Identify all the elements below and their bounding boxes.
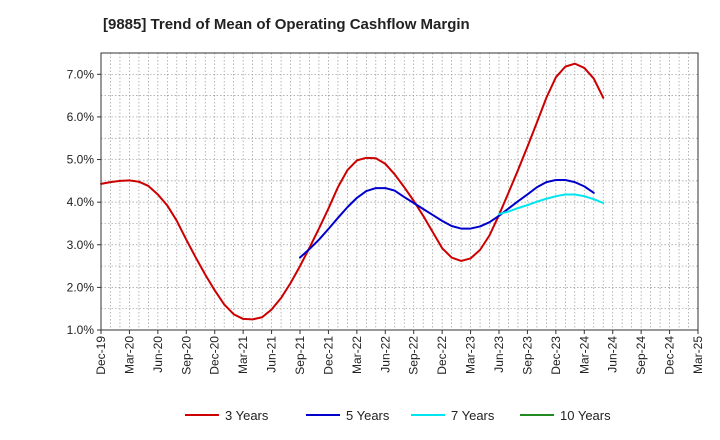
- x-tick-label: Sep-20: [179, 336, 193, 375]
- x-tick-label: Mar-20: [122, 336, 136, 374]
- x-axis: Dec-19 Mar-20 Jun-20 Sep-20 Dec-20 Mar-21 Jun-…: [94, 330, 705, 375]
- x-tick-label: Dec-22: [435, 336, 449, 375]
- x-tick-label: Dec-20: [208, 336, 222, 375]
- plot-background: [101, 53, 698, 330]
- legend-label: 7 Years: [451, 408, 495, 423]
- y-tick-label: 3.0%: [67, 238, 95, 252]
- y-tick-label: 6.0%: [67, 110, 95, 124]
- x-tick-label: Mar-21: [236, 336, 250, 374]
- x-tick-label: Mar-23: [464, 336, 478, 374]
- x-tick-label: Sep-21: [293, 336, 307, 375]
- x-tick-label: Dec-21: [321, 336, 335, 375]
- x-tick-label: Dec-19: [94, 336, 108, 375]
- chart-title: [9885] Trend of Mean of Operating Cashfl…: [103, 16, 470, 33]
- series-layer: [100, 62, 605, 321]
- y-tick-label: 4.0%: [67, 195, 95, 209]
- x-tick-label: Jun-23: [492, 336, 506, 373]
- x-tick-label: Jun-24: [606, 336, 620, 373]
- y-tick-label: 5.0%: [67, 153, 95, 167]
- legend-label: 3 Years: [225, 408, 269, 423]
- y-axis: 1.0% 2.0% 3.0% 4.0% 5.0% 6.0% 7.0%: [67, 67, 101, 337]
- legend: 3 Years 5 Years 7 Years 10 Years: [185, 408, 611, 423]
- x-tick-label: Sep-23: [520, 336, 534, 375]
- x-tick-label: Jun-22: [378, 336, 392, 373]
- x-tick-label: Dec-23: [549, 336, 563, 375]
- x-tick-label: Sep-22: [407, 336, 421, 375]
- y-tick-label: 7.0%: [67, 67, 95, 81]
- x-tick-label: Jun-21: [265, 336, 279, 373]
- y-tick-label: 1.0%: [67, 323, 95, 337]
- series-line-7-years: [498, 193, 605, 216]
- legend-label: 10 Years: [560, 408, 611, 423]
- legend-label: 5 Years: [346, 408, 390, 423]
- x-tick-label: Jun-20: [151, 336, 165, 373]
- series-line-5-years: [299, 178, 595, 259]
- x-tick-label: Mar-22: [350, 336, 364, 374]
- x-tick-label: Dec-24: [663, 336, 677, 375]
- series-line-3-years: [100, 62, 605, 321]
- x-tick-label: Sep-24: [634, 336, 648, 375]
- x-tick-label: Mar-24: [577, 336, 591, 374]
- x-tick-label: Mar-25: [691, 336, 705, 374]
- plot-frame: [100, 52, 699, 331]
- y-tick-label: 2.0%: [67, 280, 95, 294]
